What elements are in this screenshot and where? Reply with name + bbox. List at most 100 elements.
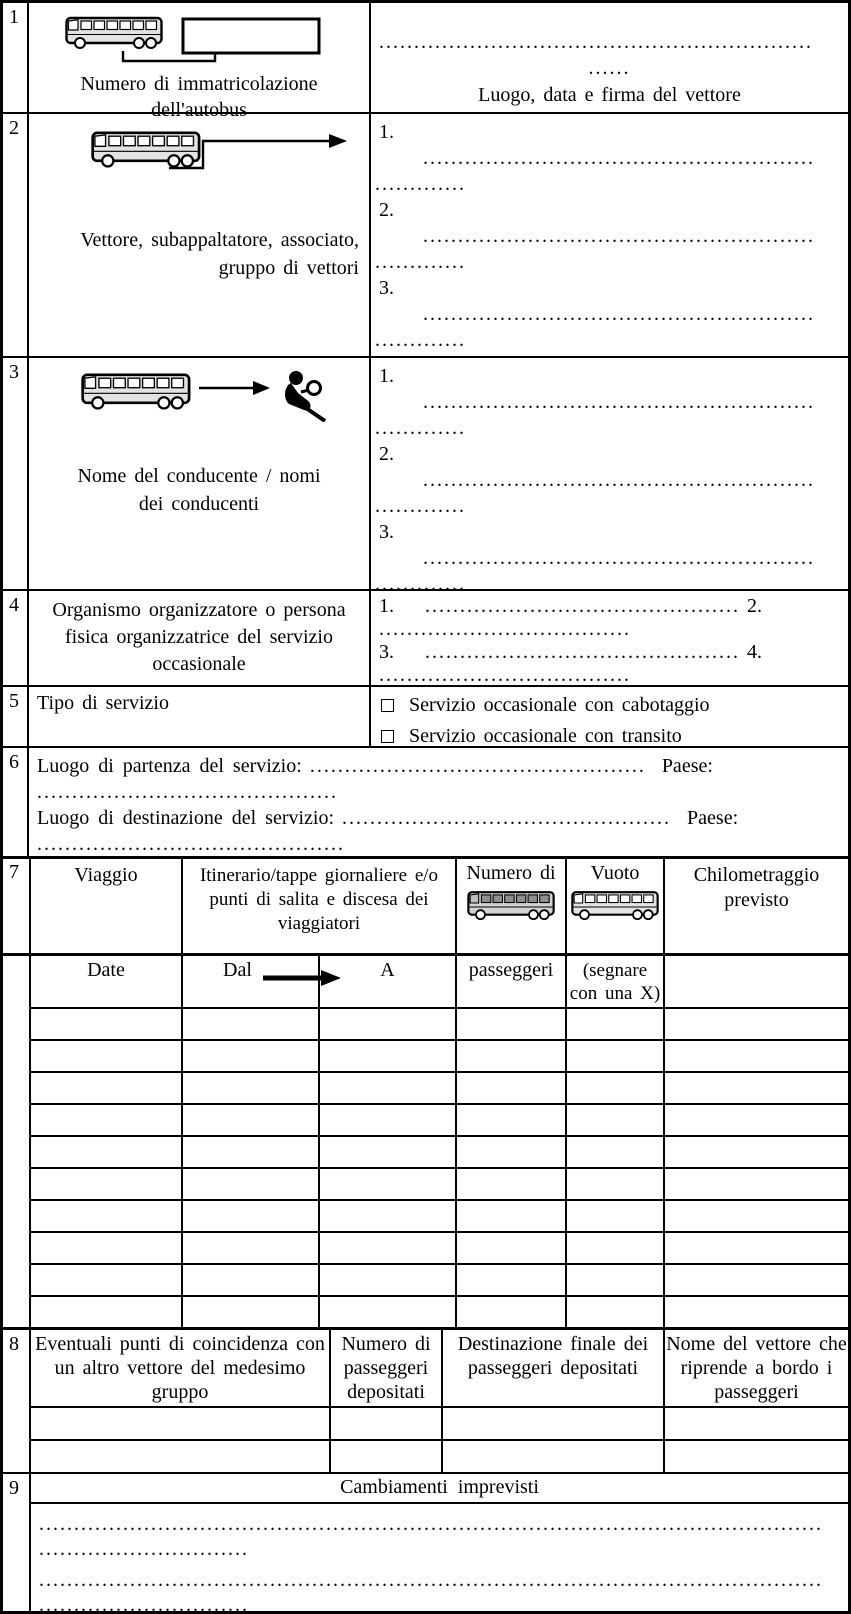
table-cell: [567, 1297, 663, 1327]
entry-number: 4.: [747, 641, 762, 663]
table-cell: [320, 1009, 455, 1039]
table-cell: [183, 1041, 318, 1071]
bus-arrow-icon: [91, 131, 347, 170]
section-number: 1: [3, 3, 29, 112]
table-cell: [665, 1265, 848, 1295]
fill-line: ........................................…: [37, 833, 345, 855]
table-cell: [320, 1233, 455, 1263]
subheader-passeggeri: passeggeri: [457, 956, 565, 1007]
table-cell: [665, 1137, 848, 1167]
country-label: Paese:: [687, 807, 739, 829]
table-cell: [665, 1441, 848, 1472]
trip-table-row: [31, 1297, 848, 1327]
fill-line: ....................................: [379, 664, 631, 685]
fill-line: ........................................…: [342, 807, 672, 829]
right-arrow-icon: [253, 381, 270, 395]
table-cell: [665, 1233, 848, 1263]
trip-table-row: [31, 1009, 848, 1039]
right-arrow-icon: [329, 134, 347, 148]
fill-line: ........................................…: [423, 469, 815, 491]
service-type-label: Tipo di servizio: [37, 692, 169, 714]
table-cell: [31, 1073, 181, 1103]
table-cell: [331, 1408, 441, 1439]
section-1-registration: 1 Numero di immatricolazione dell'autobu…: [3, 3, 848, 121]
section-number: 7: [3, 859, 29, 953]
section-number: 6: [3, 748, 29, 856]
fill-line: ........................................…: [425, 595, 740, 617]
column-header-vuoto: Vuoto: [567, 859, 663, 953]
column-header-numero: Numero di: [457, 859, 565, 953]
fill-line-short: .............: [375, 417, 466, 439]
section-4-organiser: 4 Organismo organizzatore o persona fisi…: [3, 591, 848, 687]
fill-line-short: .............: [375, 173, 466, 195]
table-cell: [320, 1169, 455, 1199]
subheader-segnare: (segnare con una X): [567, 956, 663, 1007]
section-8-connections: 8 Eventuali punti di coincidenza con un …: [3, 1327, 848, 1474]
table-cell: [183, 1073, 318, 1103]
entry-number: 1.: [379, 365, 394, 387]
fill-line: ........................................…: [425, 641, 740, 663]
option-transit[interactable]: Servizio occasionale con transito: [381, 725, 848, 746]
trip-table-header: 7 Viaggio Itinerario/tappe giornaliere e…: [3, 856, 848, 956]
table-cell: [331, 1441, 441, 1472]
section-number: 8: [9, 1333, 19, 1355]
entry-number: 1.: [379, 121, 394, 143]
table-cell: [31, 1265, 181, 1295]
table-cell: [183, 1201, 318, 1231]
bus-plate-icon: [65, 16, 321, 63]
option-cabotage[interactable]: Servizio occasionale con cabotaggio: [381, 694, 848, 717]
table-cell: [31, 1201, 181, 1231]
trip-table-row: [31, 1169, 848, 1199]
license-plate-icon: [181, 17, 321, 55]
fill-line-short: .............: [375, 329, 466, 351]
signature-caption: Luogo, data e firma del vettore: [478, 84, 741, 106]
driver-label: Nome del conducente / nomi dei conducent…: [77, 465, 321, 515]
table-cell: [457, 1105, 565, 1135]
entry-number: 2.: [379, 443, 394, 465]
table-cell: [665, 1105, 848, 1135]
table-cell: [320, 1073, 455, 1103]
table-cell: [443, 1441, 663, 1472]
table-cell: [567, 1169, 663, 1199]
table-cell: [665, 1408, 848, 1439]
trip-table-row: [31, 1041, 848, 1071]
table-cell: [665, 1297, 848, 1327]
table-cell: [665, 1041, 848, 1071]
table-cell: [457, 1265, 565, 1295]
table-cell: [320, 1105, 455, 1135]
table-cell: [320, 1297, 455, 1327]
entry-number: 3.: [379, 521, 394, 543]
section-3-driver: 3 Nome del conducente / nomi dei conduce…: [3, 358, 848, 591]
section-number: 5: [3, 687, 29, 746]
section-number: 2: [3, 114, 29, 356]
table-cell: [443, 1408, 663, 1439]
table-cell: [183, 1105, 318, 1135]
fill-line: ........................................…: [423, 147, 815, 169]
trip-table-row: [31, 1137, 848, 1167]
column-header-destinazione: Destinazione finale dei passeggeri depos…: [443, 1330, 663, 1406]
fill-line-short: .............: [375, 495, 466, 517]
signature-fill-line: ........................................…: [379, 31, 813, 53]
table-cell: [567, 1009, 663, 1039]
fill-line: ........................................…: [37, 781, 338, 803]
fill-line: ........................................…: [39, 1569, 823, 1591]
fill-line: ........................................…: [423, 225, 815, 247]
driver-icon: [285, 371, 327, 422]
checkbox-icon[interactable]: [381, 699, 394, 712]
table-cell: [457, 1169, 565, 1199]
table-cell: [665, 1009, 848, 1039]
trip-table-row: [31, 1265, 848, 1295]
section-number: 4: [3, 591, 29, 685]
column-header-chilometraggio: Chilometraggio previsto: [665, 859, 848, 953]
fill-line-short: ..............................: [39, 1594, 249, 1614]
table-cell: [457, 1073, 565, 1103]
entry-number: 1.: [379, 595, 394, 617]
table-cell: [183, 1137, 318, 1167]
table-cell: [320, 1041, 455, 1071]
section-number: 9: [9, 1477, 19, 1499]
table-cell: [457, 1137, 565, 1167]
checkbox-icon[interactable]: [381, 730, 394, 743]
table-cell: [567, 1105, 663, 1135]
table-cell: [183, 1297, 318, 1327]
trip-table-row: [31, 1105, 848, 1135]
